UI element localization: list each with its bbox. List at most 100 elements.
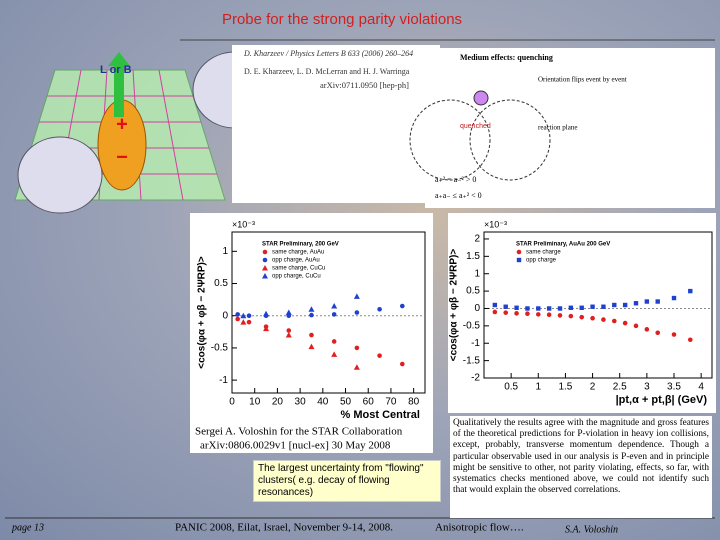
caption-author: Sergei A. Voloshin for the STAR Collabor… (195, 426, 403, 438)
data-point (568, 313, 574, 319)
charge-bubble (473, 90, 489, 106)
legend-title: STAR Preliminary, AuAu 200 GeV (516, 242, 610, 248)
data-point (525, 311, 530, 316)
data-point (377, 306, 382, 312)
x-tick-label: 10 (249, 397, 261, 408)
data-point (612, 302, 617, 308)
data-point (308, 343, 315, 350)
data-point (263, 325, 270, 332)
series: opp charge (492, 257, 693, 311)
data-point (514, 305, 519, 310)
data-point (535, 312, 541, 317)
data-point (377, 353, 382, 358)
data-point (331, 339, 337, 344)
minus-sign: − (116, 146, 128, 168)
y-tick-label: 2 (474, 234, 480, 245)
x-tick-label: 40 (317, 397, 329, 408)
caption-arxiv: arXiv:0806.0029v1 [nucl-ex] 30 May 2008 (200, 440, 391, 452)
y-tick-label: 1 (474, 268, 480, 279)
data-point (354, 310, 360, 315)
x-tick-label: 20 (272, 397, 284, 408)
data-point (601, 304, 606, 309)
x-axis-label: % Most Central (341, 409, 420, 421)
slide-title: Probe for the strong parity violations (222, 11, 462, 28)
y-tick-label: -1 (219, 375, 228, 386)
data-point (308, 306, 315, 312)
data-point (655, 299, 660, 304)
x-tick-label: 4 (698, 382, 704, 393)
data-point (622, 302, 628, 308)
paper-citation: D. Kharzeev / Physics Letters B 633 (200… (243, 49, 413, 58)
data-point (644, 299, 650, 304)
data-point (286, 328, 292, 333)
data-point (633, 301, 639, 306)
x-tick-label: 0 (229, 397, 235, 408)
data-point (514, 311, 519, 316)
x-tick-label: 2.5 (613, 382, 627, 393)
data-point (246, 319, 252, 325)
data-point (671, 332, 677, 337)
data-point (536, 306, 541, 311)
data-point (353, 293, 360, 299)
x-tick-label: 0.5 (504, 382, 518, 393)
paper-arxiv: arXiv:0711.0950 [hep-ph] (320, 80, 409, 90)
data-point (568, 305, 574, 310)
data-point (503, 310, 509, 315)
y-axis-label: <cos(φα + φβ − 2ΨRP)> (449, 249, 460, 362)
footer-talk: Anisotropic flow…. (435, 522, 524, 534)
x-tick-label: 3.5 (667, 382, 681, 393)
data-point (235, 312, 240, 317)
data-point (579, 314, 585, 320)
data-point (492, 309, 498, 315)
legend-marker (262, 249, 268, 255)
series: opp charge, CuCu (240, 273, 360, 319)
legend-marker (262, 257, 268, 263)
series: same charge, CuCu (240, 265, 360, 370)
flip-note: Orientation flips event by event (538, 76, 627, 84)
x-axis-label: |pt,α + pt,β| (GeV) (616, 394, 708, 406)
x-tick-label: 30 (295, 397, 307, 408)
data-point (579, 305, 584, 310)
x-tick-label: 50 (340, 397, 352, 408)
data-point (285, 332, 292, 338)
x-tick-label: 1.5 (558, 382, 572, 393)
data-point (633, 323, 639, 329)
data-point (331, 303, 338, 309)
legend-label: opp charge, CuCu (272, 274, 321, 280)
legend-marker (516, 249, 522, 255)
x-tick-label: 2 (590, 382, 596, 393)
data-point (546, 306, 552, 311)
data-point (492, 302, 498, 308)
data-point (235, 316, 240, 322)
legend-label: opp charge (526, 258, 557, 264)
data-point (309, 312, 314, 318)
y-tick-label: 1 (222, 246, 228, 257)
y-tick-label: 0 (474, 303, 480, 314)
x-tick-label: 3 (644, 382, 650, 393)
y-tick-label: -1.5 (463, 355, 481, 366)
legend-title: STAR Preliminary, 200 GeV (262, 242, 339, 248)
x-tick-label: 1 (536, 382, 542, 393)
footer-author: S.A. Voloshin (565, 524, 618, 535)
data-point (671, 295, 677, 301)
data-point (331, 351, 338, 357)
data-point (246, 313, 252, 319)
uncertainty-note: The largest uncertainty from "flowing" c… (253, 460, 441, 502)
data-point (285, 309, 292, 315)
field-label: L or B (100, 64, 132, 76)
legend-label: same charge, CuCu (272, 266, 325, 272)
plot-panel-2 (448, 213, 716, 413)
data-point (240, 319, 247, 325)
y-tick-label: -1 (471, 338, 480, 349)
multiplier: ×10⁻³ (484, 219, 507, 229)
y-tick-label: 0.5 (214, 278, 228, 289)
nucleus-left (409, 99, 491, 181)
data-point (353, 364, 360, 370)
data-point (557, 313, 563, 318)
footer-conference: PANIC 2008, Eilat, Israel, November 9-14… (175, 522, 393, 534)
x-tick-label: 80 (408, 397, 420, 408)
data-point (590, 304, 595, 309)
legend-marker (516, 257, 522, 263)
